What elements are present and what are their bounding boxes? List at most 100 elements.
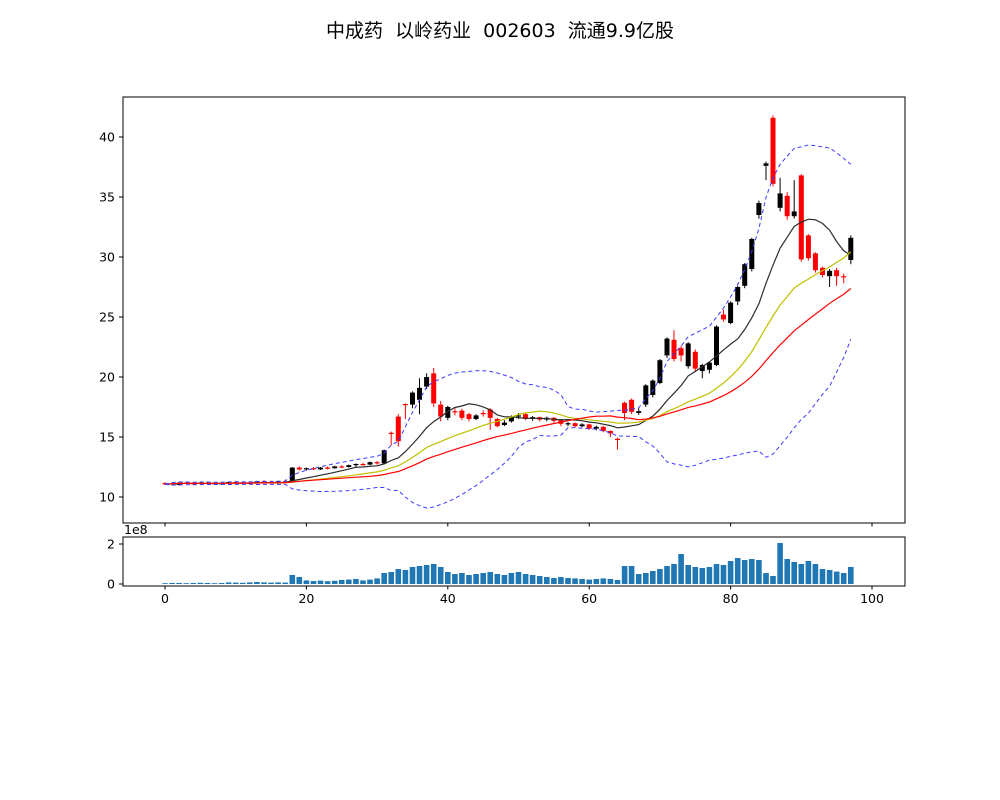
candle-body (579, 424, 585, 427)
price-panel (162, 115, 854, 509)
volume-bar (819, 569, 826, 584)
candle-body (721, 314, 726, 320)
volume-bar (558, 577, 564, 584)
price-tick-label: 20 (99, 370, 115, 385)
x-tick-label: 0 (161, 591, 169, 606)
candle-body (714, 326, 719, 365)
volume-bar (508, 573, 515, 584)
volume-bar (310, 581, 317, 584)
volume-bar (791, 562, 797, 584)
volume-bar (784, 559, 790, 584)
volume-bar (480, 573, 486, 584)
volume-bar (303, 580, 310, 584)
volume-bar (176, 583, 182, 584)
volume-bar (247, 582, 253, 584)
volume-bar (756, 560, 762, 584)
volume-bar (169, 583, 175, 584)
candle-body (565, 423, 571, 425)
x-tick-label: 40 (440, 591, 456, 606)
volume-bar (445, 572, 451, 584)
candle-body (473, 415, 479, 419)
candle-body (402, 404, 408, 406)
volume-bar (282, 582, 288, 584)
volume-bar (840, 573, 847, 584)
candle-body (395, 416, 401, 442)
volume-bar (473, 574, 479, 584)
price-tick-label: 15 (99, 430, 115, 445)
candle-body (501, 422, 507, 425)
x-tick-label: 100 (860, 591, 884, 606)
volume-bar (607, 579, 614, 584)
candle-body (311, 468, 316, 470)
volume-bar (650, 571, 656, 584)
volume-bar (494, 574, 501, 584)
candle-body (261, 481, 267, 483)
volume-bar (211, 583, 218, 584)
candle-body (332, 466, 338, 469)
volume-bar (268, 582, 274, 584)
volume-bar (593, 579, 600, 584)
volume-bar (395, 569, 402, 584)
candle-body (841, 276, 847, 278)
volume-bar (162, 583, 168, 584)
candle-body (636, 411, 642, 413)
volume-bar (423, 565, 430, 584)
candle-body (735, 287, 741, 302)
candle-body (650, 380, 656, 395)
volume-bar (381, 573, 387, 584)
candle-body (374, 462, 380, 464)
candle-body (784, 195, 790, 217)
volume-bar (487, 572, 493, 584)
bollinger-lower (164, 339, 852, 509)
volume-bar (430, 564, 437, 584)
volume-bar (232, 582, 239, 584)
volume-bar (296, 577, 303, 584)
volume-bar (466, 575, 472, 584)
volume-bar (367, 579, 373, 584)
candle-body (318, 467, 323, 470)
candle-body (452, 411, 458, 413)
stock-chart: 10 15 20 25 30 35 40 0 2 1e8 0 20 40 60 80 100 (99, 96, 906, 606)
candle-body (615, 438, 620, 440)
volume-bar (536, 576, 543, 584)
volume-bar (331, 580, 338, 584)
candle-body (459, 410, 465, 418)
candle-body (381, 450, 387, 464)
volume-bar (664, 566, 670, 584)
candle-body (798, 175, 804, 260)
ma-line-MA10 (164, 218, 852, 485)
candle-body (742, 264, 748, 286)
candle-body (516, 415, 521, 417)
candle-body (805, 235, 811, 259)
volume-bar (572, 578, 578, 584)
volume-bar (763, 573, 769, 584)
volume-bar (374, 578, 380, 584)
volume-tick-label: 2 (107, 537, 115, 552)
candle-body (678, 348, 684, 356)
candle-body (671, 339, 677, 359)
volume-bar (225, 582, 232, 584)
volume-bar (565, 578, 571, 584)
volume-bar (812, 564, 819, 584)
volume-bar (848, 567, 854, 584)
volume-bar (657, 569, 663, 584)
axes-frame (122, 536, 906, 587)
volume-bar (360, 580, 366, 584)
candle-body (303, 468, 309, 470)
candle-body (827, 270, 833, 277)
volume-bar (635, 574, 642, 584)
candle-body (586, 424, 592, 429)
volume-bar (437, 567, 444, 584)
volume-bar (706, 567, 713, 584)
price-tick-label: 30 (99, 250, 115, 265)
volume-bar (699, 568, 706, 584)
volume-bar (805, 561, 812, 584)
candle-body (353, 464, 359, 466)
candle-body (848, 237, 854, 260)
volume-bar (459, 573, 465, 584)
candle-body (325, 467, 331, 469)
volume-bar (254, 582, 260, 584)
candle-body (728, 302, 734, 323)
volume-bar (515, 572, 522, 584)
